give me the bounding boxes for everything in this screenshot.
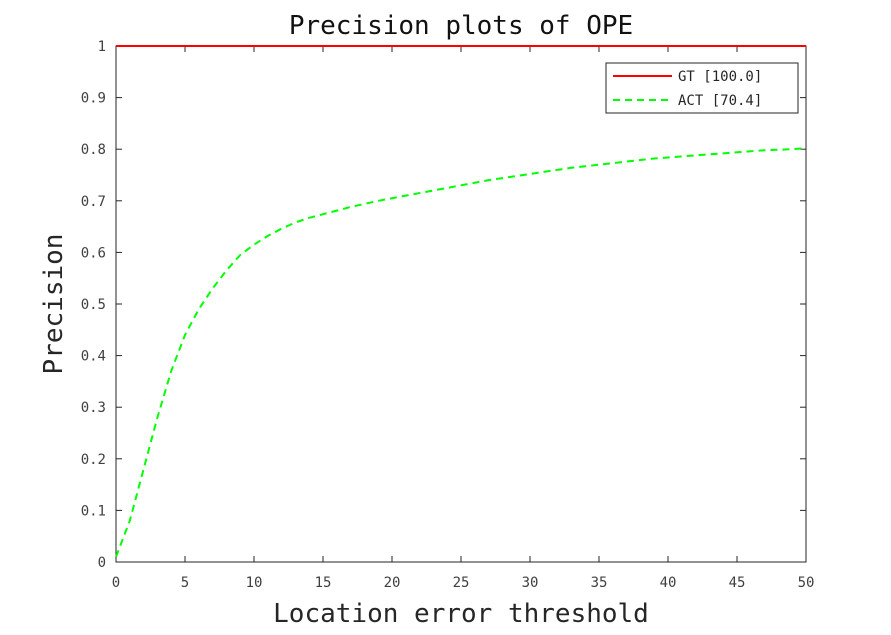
x-axis-title: Location error threshold <box>273 599 649 629</box>
y-tick-label-10: 1 <box>98 39 106 55</box>
y-tick-label-8: 0.8 <box>81 142 106 158</box>
legend-label-act: ACT [70.4] <box>678 93 762 109</box>
x-tick-label-9: 45 <box>729 575 746 591</box>
x-tick-label-1: 5 <box>181 575 189 591</box>
x-tick-label-0: 0 <box>112 575 120 591</box>
series-line-1 <box>115 147 807 558</box>
legend-label-gt: GT [100.0] <box>678 69 762 85</box>
y-axis-title: Precision <box>39 234 69 375</box>
x-ticks: 0 5 10 15 20 25 30 35 40 45 50 <box>112 46 815 591</box>
x-tick-label-4: 20 <box>384 575 401 591</box>
y-tick-label-7: 0.7 <box>81 194 106 210</box>
x-tick-label-7: 35 <box>591 575 608 591</box>
y-tick-label-4: 0.4 <box>81 349 106 365</box>
plot-area: 0 5 10 15 20 25 30 35 40 45 50 0 0.1 0.2 0.3 0.4 0.5 0.6… <box>81 39 815 591</box>
y-ticks: 0 0.1 0.2 0.3 0.4 0.5 0.6 0.7 0.8 0.9 1 <box>81 39 806 571</box>
chart-title: Precision plots of OPE <box>289 11 633 41</box>
x-tick-label-3: 15 <box>315 575 332 591</box>
plot-frame <box>115 45 807 563</box>
x-tick-label-8: 40 <box>660 575 677 591</box>
y-tick-label-0: 0 <box>98 555 106 571</box>
y-tick-label-6: 0.6 <box>81 245 106 261</box>
y-tick-label-9: 0.9 <box>81 91 106 107</box>
y-tick-label-3: 0.3 <box>81 400 106 416</box>
series-layer <box>115 45 807 558</box>
y-tick-label-1: 0.1 <box>81 503 106 519</box>
x-tick-label-5: 25 <box>453 575 470 591</box>
y-tick-label-5: 0.5 <box>81 297 106 313</box>
x-tick-label-6: 30 <box>522 575 539 591</box>
legend: GT [100.0] ACT [70.4] <box>605 62 799 114</box>
y-tick-label-2: 0.2 <box>81 452 106 468</box>
x-tick-label-2: 10 <box>246 575 263 591</box>
x-tick-label-10: 50 <box>798 575 815 591</box>
legend-box <box>605 62 799 114</box>
